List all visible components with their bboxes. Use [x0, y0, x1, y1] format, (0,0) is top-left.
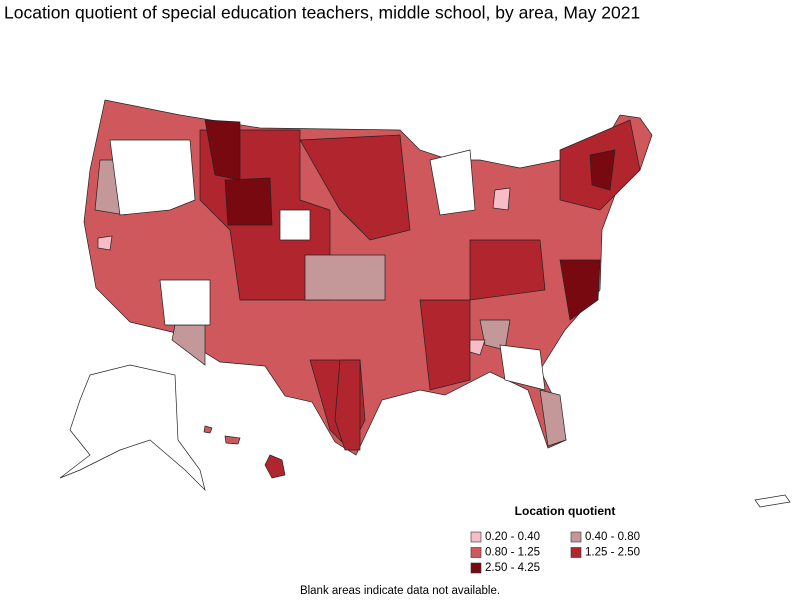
no-data-area: [499, 344, 546, 391]
map-title: Location quotient of special education t…: [4, 3, 640, 23]
region: [299, 134, 411, 241]
legend-title: Location quotient: [515, 504, 616, 518]
region: [419, 299, 471, 391]
legend-label: 2.50 - 4.25: [485, 562, 540, 574]
no-data-area: [429, 149, 476, 216]
legend-label: 0.20 - 0.40: [485, 531, 540, 543]
hawaii-island: [203, 425, 213, 434]
legend-swatch: [470, 547, 482, 558]
legend-swatch: [570, 531, 582, 543]
legend-label: 1.25 - 2.50: [585, 547, 640, 559]
no-data-area: [279, 209, 311, 241]
region: [539, 389, 567, 447]
alaska: [59, 364, 206, 492]
puerto-rico: [754, 494, 791, 508]
region: [589, 149, 616, 191]
region: [97, 235, 113, 251]
hawaii-island: [264, 454, 286, 479]
hawaii-island: [224, 435, 241, 445]
legend-swatch: [570, 547, 582, 558]
legend-swatch: [470, 562, 482, 574]
alaska-area: [59, 364, 206, 492]
us-map: [83, 99, 653, 456]
legend-label: 0.40 - 0.80: [585, 531, 640, 543]
territory-area: [754, 494, 791, 508]
region: [469, 239, 546, 301]
legend-label: 0.80 - 1.25: [485, 547, 540, 559]
legend-swatch: [470, 531, 482, 543]
footnote: Blank areas indicate data not available.: [300, 585, 500, 597]
region: [492, 187, 511, 211]
region: [469, 339, 486, 356]
region: [559, 259, 601, 321]
region: [171, 324, 206, 366]
no-data-area: [159, 279, 211, 326]
hawaii: [203, 425, 286, 479]
region: [334, 359, 361, 451]
region: [224, 177, 273, 226]
region: [304, 254, 386, 301]
no-data-area: [109, 139, 196, 216]
legend: Location quotient 0.20 - 0.40 0.40 - 0.80…: [470, 504, 640, 574]
